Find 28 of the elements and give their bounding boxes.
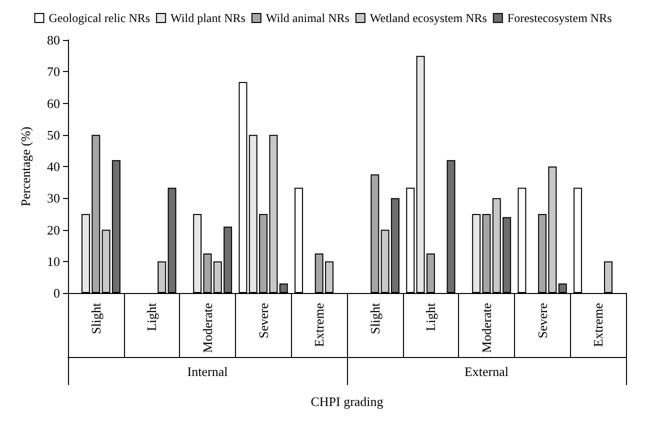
legend-label: Wild animal NRs [266,11,350,25]
y-tick-label: 40 [47,159,60,174]
x-tick-label: Light [144,302,160,332]
y-tick-label: 60 [47,96,60,111]
x-tick-label: Slight [367,302,382,334]
text: Internal [187,364,228,379]
x-tick-label: Severe [256,302,271,338]
y-tick-label: 0 [54,286,60,300]
y-tick-label: 20 [47,222,60,238]
x-tick-label: Extreme [590,302,606,348]
y-tick-label: 80 [47,32,60,48]
x-axis-title: CHPI grading [310,394,384,409]
x-tick-label: Light [423,302,438,332]
x-tick-label: Extreme [312,302,327,348]
text: External [464,364,509,379]
legend-label: Geological relic NRs [48,11,150,25]
x-tick-label: Slight [88,302,104,334]
legend-label: Wetland ecosystem NRs [370,11,488,25]
x-tick-label: Moderate [479,302,494,353]
legend-label: Wild plant NRs [170,11,246,25]
y-tick-label: 70 [47,64,60,80]
y-tick-label: 50 [47,127,60,142]
y-tick-label: 10 [47,254,60,269]
x-tick-label: Severe [534,302,550,338]
legend-label: Forestecosystem NRs [507,11,612,25]
y-axis-title: Percentage (%) [18,126,33,206]
x-tick-label: Moderate [200,302,215,353]
y-tick-label: 30 [47,190,60,206]
